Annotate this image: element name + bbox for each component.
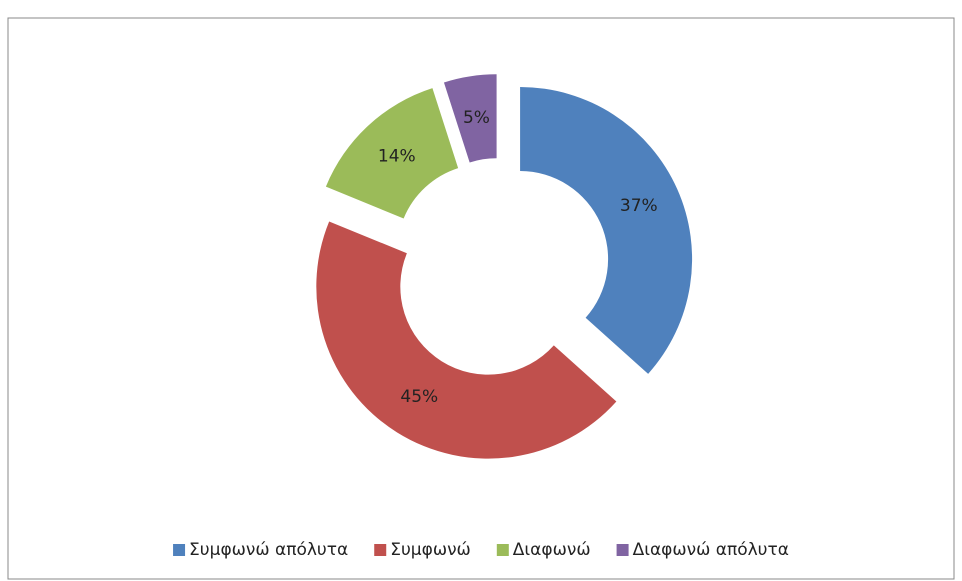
slice [443,74,497,163]
legend-swatch [374,544,387,556]
data-label: 14% [378,146,416,166]
legend-swatch [173,544,186,556]
data-label: 37% [620,196,658,216]
slice [316,221,617,459]
data-label: 45% [400,387,438,407]
legend-swatch [616,544,629,556]
legend-swatch [496,544,509,556]
slice [520,87,693,374]
legend-label: Συμφωνώ απόλυτα [189,540,348,560]
slice [325,88,459,219]
legend-label: Διαφωνώ απόλυτα [633,540,789,560]
legend-label: Διαφωνώ [513,540,591,560]
data-label: 5% [463,108,490,128]
legend-label: Συμφωνώ [390,540,471,560]
